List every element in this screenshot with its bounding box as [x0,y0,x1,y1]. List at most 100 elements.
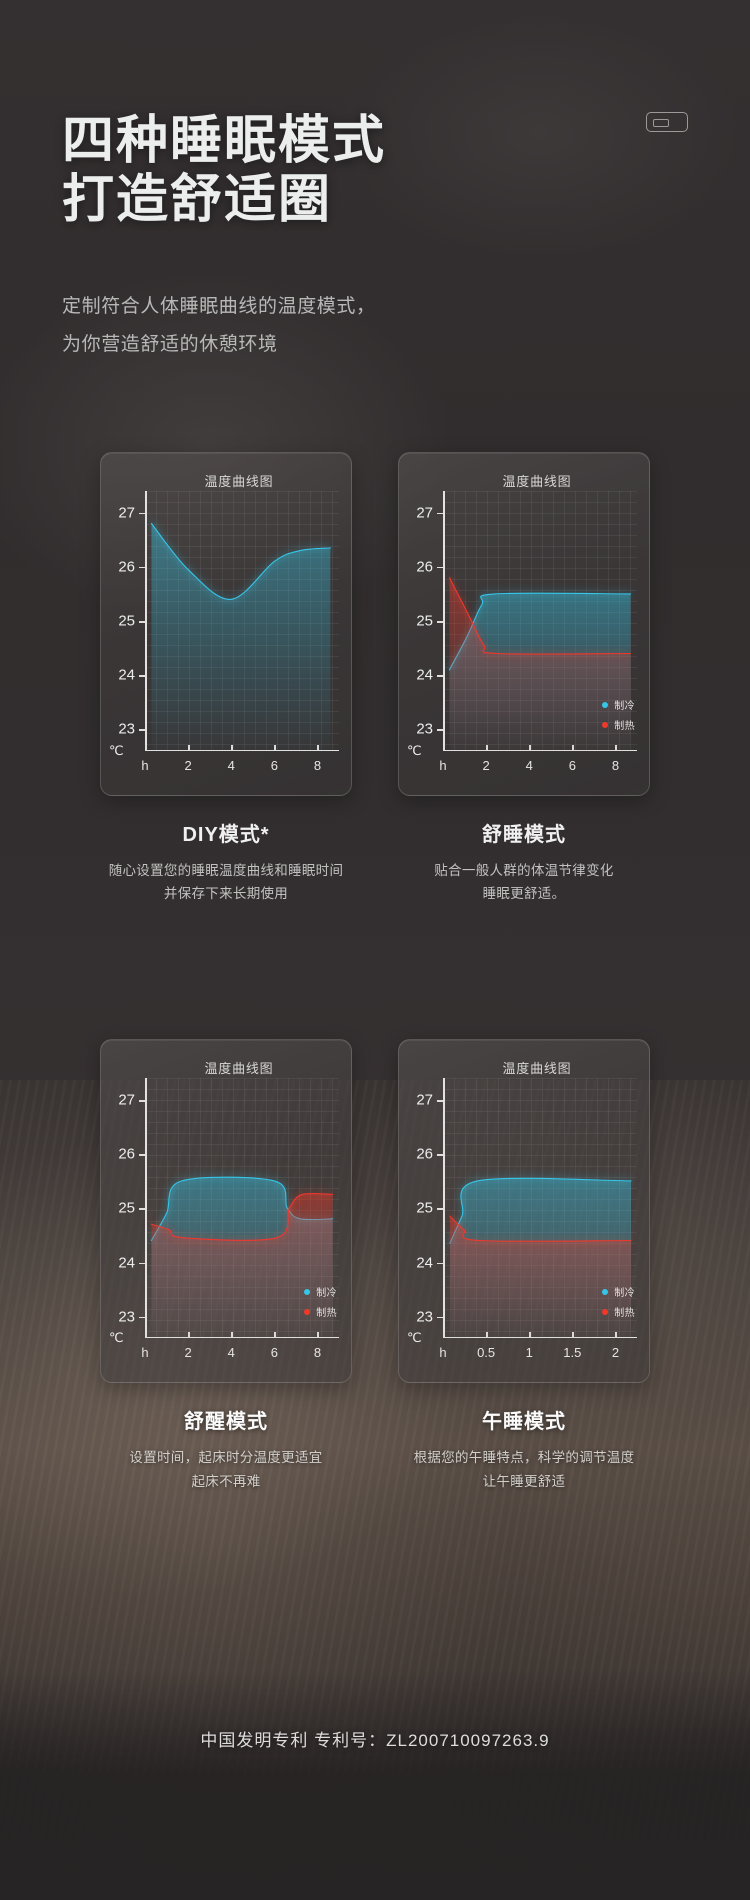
y-axis-tick-label: 24 [118,1254,135,1272]
chart-legend-item: 制热 [602,717,635,732]
mode-title: 舒睡模式 [482,824,566,846]
y-axis-tick-label: 23 [416,1308,433,1326]
y-axis-tick [437,566,443,569]
page-subtitle-line-2: 为你营造舒适的休憩环境 [62,334,278,355]
x-axis-tick-label: h [439,758,447,773]
page-title-line-2: 打造舒适圈 [62,171,333,230]
x-axis-tick-label: h [141,1345,149,1361]
y-axis-tick [139,621,145,623]
y-axis-unit-label: ℃ [109,1330,124,1346]
y-axis-tick-label: 27 [416,504,433,522]
chart-legend-item: 制热 [602,1304,635,1319]
x-axis-tick-label: 8 [313,1345,322,1361]
temperature-chart-card: 温度曲线图 ℃ 27 26 25 24 23 h 2 4 6 8 [100,452,352,796]
chart-plot-area: 27 26 25 24 23 h 0.5 1 1.5 2 [416,1078,637,1360]
legend-heat-dot-icon [602,1308,609,1315]
y-axis-tick [437,1154,443,1156]
y-axis-tick [437,1262,443,1265]
y-axis-tick [139,1316,145,1319]
x-axis-tick-label: 1.5 [563,1345,582,1361]
y-axis-tick [139,566,145,569]
chart-curves [443,1078,637,1339]
y-axis-line [145,1078,147,1339]
y-axis-tick-label: 24 [118,666,135,684]
y-axis-tick-label: 25 [416,612,433,630]
mode-title: DIY模式* [182,824,270,846]
x-axis-tick-label: 4 [227,758,235,773]
patent-text: 中国发明专利 专利号：ZL200710097263.9 [200,1731,550,1750]
page-subtitle: 定制符合人体睡眠曲线的温度模式， 为你营造舒适的休憩环境 [62,288,376,364]
y-axis-tick-label: 24 [416,666,433,684]
mode-description: 贴合一般人群的体温节律变化 睡眠更舒适。 [398,859,650,905]
x-axis-tick-label: 0.5 [477,1345,496,1361]
y-axis-tick-label: 26 [416,558,433,576]
mode-description-line-1: 根据您的午睡特点，科学的调节温度 [413,1450,635,1466]
y-axis-tick-label: 26 [118,558,135,576]
y-axis-tick [437,1208,443,1210]
x-axis-tick-label: 8 [611,758,620,773]
chart-title: 温度曲线图 [502,474,572,489]
legend-cool-dot-icon [602,701,609,708]
mode-description: 设置时间，起床时分温度更适宜 起床不再难 [100,1446,352,1492]
chart-series-area [151,523,331,751]
chart-series-line [449,578,630,654]
temperature-chart-card: 温度曲线图 ℃ 27 26 25 24 23 h 2 4 6 8 制冷 制热 [398,452,650,796]
mode-description-line-1: 随心设置您的睡眠温度曲线和睡眠时间 [108,863,344,878]
chart-plot-area: 27 26 25 24 23 h 2 4 6 8 [118,1078,339,1360]
mode-card-grid: 温度曲线图 ℃ 27 26 25 24 23 h 2 4 6 8 DIY模式* 随心设置您的睡眠温度曲线和… [0,452,750,1493]
x-axis-tick-label: 2 [482,758,490,773]
chart-plot-area: 27 26 25 24 23 h 2 4 6 8 [118,491,339,773]
y-axis-tick [139,729,145,731]
legend-heat-dot-icon [304,1308,311,1315]
chart-series-line [151,524,330,600]
page-header: 四种睡眠模式 打造舒适圈 [62,112,386,231]
x-axis-tick-label: 8 [313,758,322,773]
y-axis-tick-label: 27 [118,1091,135,1109]
chart-legend: 制冷 制热 [602,1284,635,1324]
mode-description-line-2: 起床不再难 [191,1473,261,1489]
chart-legend-label: 制冷 [614,1288,635,1300]
y-axis-tick [139,512,145,515]
y-axis-tick-label: 27 [416,1091,433,1109]
chart-legend-item: 制冷 [602,697,635,712]
background-bottom-fade [0,1670,750,1900]
page-subtitle-line-1: 定制符合人体睡眠曲线的温度模式， [62,296,376,317]
temperature-chart-card: 温度曲线图 ℃ 27 26 25 24 23 h 0.5 1 1.5 2 制冷 制热 [398,1039,650,1384]
chart-series-area [151,1193,333,1339]
y-axis-tick-label: 23 [118,720,135,738]
mode-title: 午睡模式 [482,1411,566,1434]
x-axis-tick-label: 1 [525,1345,533,1361]
x-axis-tick [145,745,147,751]
y-axis-tick [139,1100,145,1102]
x-axis-tick-label: 4 [525,758,533,773]
y-axis-tick-label: 26 [118,1145,135,1163]
temperature-chart-card: 温度曲线图 ℃ 27 26 25 24 23 h 2 4 6 8 制冷 制热 [100,1039,352,1384]
y-axis-tick-label: 25 [416,1199,433,1217]
y-axis-tick-label: 25 [118,1199,135,1217]
y-axis-tick [139,1154,145,1156]
x-axis-tick [443,745,445,751]
legend-cool-dot-icon [602,1288,609,1295]
chart-title: 温度曲线图 [204,1061,274,1077]
y-axis-tick-label: 25 [118,612,135,630]
chart-series-area [449,577,631,751]
chart-legend-label: 制热 [614,721,635,732]
mode-card-3: 温度曲线图 ℃ 27 26 25 24 23 h 0.5 1 1.5 2 制冷 制热 午睡模式 根据您的午睡特… [398,1039,650,1492]
x-axis-tick-label: 6 [270,1345,278,1361]
mode-card-1: 温度曲线图 ℃ 27 26 25 24 23 h 2 4 6 8 制冷 制热 舒睡模式 贴合一般人群的体温节律… [398,452,650,905]
x-axis-tick [145,1332,147,1339]
chart-legend-item: 制热 [304,1304,337,1319]
y-axis-tick [139,1208,145,1210]
mode-description-line-1: 贴合一般人群的体温节律变化 [434,863,614,878]
chart-legend: 制冷制热 [602,697,635,737]
chart-legend-label: 制热 [316,1308,337,1320]
mode-description-line-1: 设置时间，起床时分温度更适宜 [129,1450,323,1466]
y-axis-line [145,491,147,751]
chart-legend-label: 制冷 [316,1288,337,1300]
page-title-line-1: 四种睡眠模式 [62,112,387,170]
y-axis-line [443,1078,445,1339]
chart-curves [145,491,339,751]
chart-legend-label: 制热 [614,1308,635,1320]
y-axis-tick [437,675,443,677]
